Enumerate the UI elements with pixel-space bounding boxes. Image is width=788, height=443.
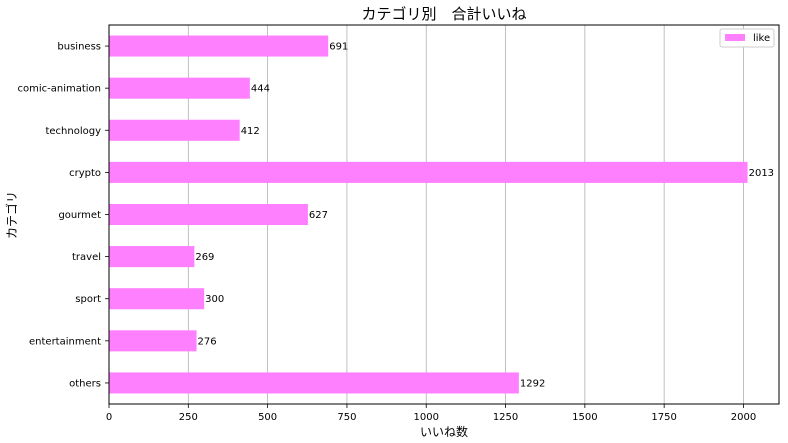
data-label: 627 <box>309 210 328 221</box>
x-axis-ticks: 0 250 500 750 1000 1250 1500 1750 2000 <box>106 404 756 423</box>
legend: like <box>719 28 775 48</box>
y-tick-label: entertainment <box>29 336 101 347</box>
y-tick-label: gourmet <box>58 210 101 221</box>
data-label: 300 <box>205 294 224 305</box>
bar <box>109 203 308 226</box>
x-tick-label: 1500 <box>572 412 597 423</box>
x-tick-label: 1000 <box>414 412 439 423</box>
x-tick-label: 750 <box>337 412 356 423</box>
bar <box>109 77 250 99</box>
x-tick-label: 500 <box>258 412 277 423</box>
x-tick-label: 250 <box>179 412 198 423</box>
x-tick-label: 1750 <box>651 412 676 423</box>
data-label: 691 <box>329 42 348 53</box>
data-label: 269 <box>195 252 214 263</box>
legend-frame <box>719 28 775 48</box>
y-axis-ticks: business comic-animation technology crypto g… <box>17 42 109 389</box>
chart-title: カテゴリ別 合計いいね <box>361 5 526 23</box>
bar <box>109 246 195 268</box>
bar <box>109 161 748 183</box>
y-tick-label: technology <box>45 126 101 137</box>
bars <box>109 35 748 394</box>
bar <box>109 330 197 352</box>
y-tick-label: business <box>57 42 101 53</box>
x-tick-label: 0 <box>106 412 112 423</box>
y-tick-label: travel <box>72 252 101 263</box>
bar <box>109 119 240 141</box>
x-tick-label: 1250 <box>493 412 518 423</box>
bar <box>109 288 205 310</box>
data-label: 2013 <box>749 168 774 179</box>
legend-label: like <box>753 33 770 44</box>
data-label: 1292 <box>520 378 545 389</box>
data-labels: 691 444 412 2013 627 269 300 276 1292 <box>195 42 774 390</box>
y-tick-label: crypto <box>69 168 101 179</box>
x-axis-title: いいね数 <box>420 424 468 439</box>
bar <box>109 35 329 57</box>
legend-swatch <box>725 34 745 41</box>
data-label: 276 <box>198 336 217 347</box>
data-label: 412 <box>241 126 260 137</box>
x-tick-label: 2000 <box>731 412 756 423</box>
grid-lines <box>187 25 744 404</box>
bar <box>109 372 519 394</box>
y-axis-title: カテゴリ <box>4 191 19 239</box>
y-tick-label: others <box>69 378 101 389</box>
data-label: 444 <box>251 84 270 95</box>
y-tick-label: comic-animation <box>17 84 101 95</box>
y-tick-label: sport <box>75 294 101 305</box>
